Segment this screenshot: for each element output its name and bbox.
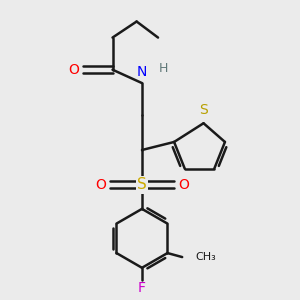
Text: N: N: [137, 65, 147, 79]
Text: O: O: [95, 178, 106, 192]
Text: H: H: [159, 62, 168, 75]
Text: S: S: [137, 177, 147, 192]
Text: CH₃: CH₃: [196, 252, 216, 262]
Text: S: S: [199, 103, 208, 116]
Text: O: O: [178, 178, 189, 192]
Text: F: F: [138, 281, 146, 295]
Text: O: O: [68, 63, 79, 77]
